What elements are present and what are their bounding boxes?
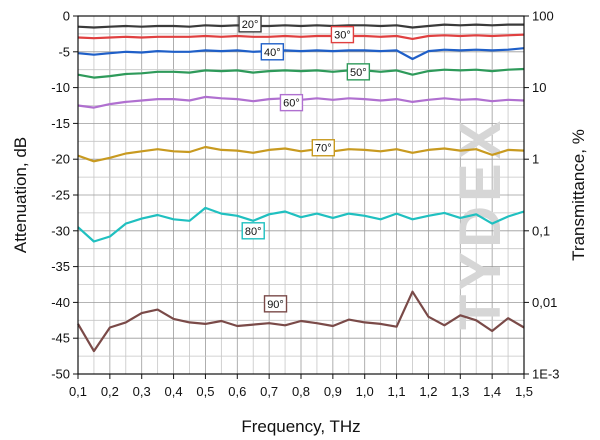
y-tick-label: -10 xyxy=(51,80,70,95)
x-tick-label: 0,3 xyxy=(133,384,151,399)
x-tick-label: 0,2 xyxy=(101,384,119,399)
y-tick-label: -35 xyxy=(51,259,70,274)
y-tick-label: -20 xyxy=(51,152,70,167)
x-tick-label: 1,1 xyxy=(388,384,406,399)
series-tag-box xyxy=(346,63,371,81)
series-tag: 90° xyxy=(263,295,288,313)
series-tag: 70° xyxy=(311,139,335,157)
series-line xyxy=(77,145,525,163)
series-line xyxy=(77,290,525,353)
series-line xyxy=(77,206,525,243)
series-tags: 20° 30° 40° 50° 60° 70° 80° 90° xyxy=(238,15,371,313)
series-tag-label: 30° xyxy=(334,30,351,42)
plot-frame xyxy=(73,15,529,379)
series-tag: 40° xyxy=(260,43,285,61)
series-tag-label: 60° xyxy=(283,98,300,110)
series-tag-box xyxy=(279,93,304,112)
series-tag-label: 70° xyxy=(315,143,332,155)
y2-tick-label: 100 xyxy=(532,9,554,24)
y2-tick-label: 10 xyxy=(532,80,546,95)
series-line xyxy=(77,33,525,40)
y-tick-label: 0 xyxy=(63,9,70,24)
series-tag-box xyxy=(330,25,355,44)
series-tag-box xyxy=(241,222,265,240)
x-tick-label: 0,6 xyxy=(228,384,246,399)
series-tag-label: 20° xyxy=(242,19,259,31)
y2-tick-label: 0,1 xyxy=(532,223,550,238)
x-axis-title: Frequency, THz xyxy=(241,417,360,436)
series-tag-box xyxy=(311,139,335,157)
y-tick-label: -40 xyxy=(51,295,70,310)
series-tag-box xyxy=(238,15,262,33)
grid xyxy=(77,15,525,375)
x-tick-label: 1,0 xyxy=(356,384,374,399)
series-tag-label: 80° xyxy=(245,226,262,238)
y-tick-label: -25 xyxy=(51,188,70,203)
watermark: TYDEX xyxy=(448,117,513,330)
x-tick-label: 1,3 xyxy=(451,384,469,399)
x-tick-label: 1,2 xyxy=(419,384,437,399)
y2-tick-label: 1E-3 xyxy=(532,367,559,382)
series-tag: 50° xyxy=(346,63,371,81)
series-tag: 80° xyxy=(241,222,265,240)
y-tick-label: -15 xyxy=(51,116,70,131)
y2-axis-title: Transmittance, % xyxy=(569,129,588,261)
y-tick-label: -30 xyxy=(51,223,70,238)
series-line xyxy=(77,67,525,79)
y-tick-label: -5 xyxy=(58,44,70,59)
x-tick-label: 0,9 xyxy=(324,384,342,399)
series-tag: 60° xyxy=(279,93,304,112)
series-tag: 30° xyxy=(330,25,355,44)
y2-tick-label: 1 xyxy=(532,152,539,167)
x-tick-label: 1,5 xyxy=(515,384,533,399)
series-tag-box xyxy=(260,43,285,61)
tick-labels: 0,1 0,2 0,3 0,4 0,5 0,6 0,7 0,8 0,9 1,0 1,1 1,2 1,3 1… xyxy=(51,9,559,400)
x-tick-label: 0,1 xyxy=(69,384,87,399)
x-tick-label: 0,7 xyxy=(260,384,278,399)
y-tick-label: -45 xyxy=(51,331,70,346)
series-tag-label: 50° xyxy=(350,67,367,79)
series-line xyxy=(77,23,524,29)
series-tag-label: 40° xyxy=(264,47,281,59)
series-lines xyxy=(77,23,525,353)
y-tick-label: -50 xyxy=(51,367,70,382)
series-tag-box xyxy=(263,295,288,313)
series-tag: 20° xyxy=(238,15,262,33)
x-tick-label: 0,8 xyxy=(292,384,310,399)
x-tick-label: 0,5 xyxy=(196,384,214,399)
series-line xyxy=(77,47,525,61)
x-tick-label: 0,4 xyxy=(165,384,183,399)
x-tick-label: 1,4 xyxy=(483,384,501,399)
y-axis-title: Attenuation, dB xyxy=(11,137,30,253)
series-tag-label: 90° xyxy=(267,299,284,311)
y2-tick-label: 0,01 xyxy=(532,295,557,310)
